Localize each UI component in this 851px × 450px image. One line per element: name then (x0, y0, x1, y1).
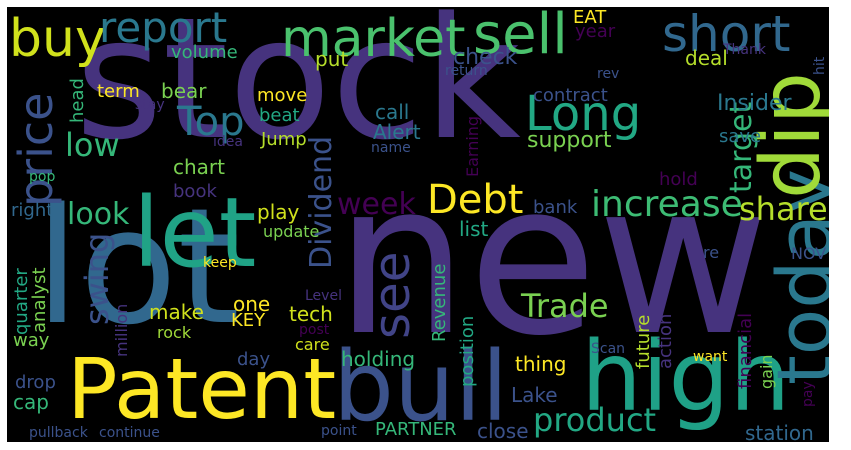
word-deal: deal (685, 46, 728, 70)
word-beat: beat (259, 105, 300, 126)
word-station: station (745, 421, 814, 442)
word-top: Top (177, 99, 245, 145)
word-volume: volume (171, 42, 238, 63)
word-move: move (257, 85, 308, 106)
word-idea: idea (213, 134, 243, 150)
word-bank: bank (533, 197, 578, 218)
word-short: short (662, 7, 791, 63)
word-analyst: analyst (29, 267, 50, 333)
word-see: see (363, 251, 421, 339)
word-save: save (719, 126, 762, 147)
word-financial: financial (735, 312, 756, 389)
word-cap: cap (13, 390, 49, 414)
word-insider: Insider (717, 91, 792, 116)
word-pay: pay (800, 381, 816, 407)
word-key: KEY (231, 310, 266, 331)
word-swing: swing (78, 232, 116, 325)
word-patent: Patent (67, 340, 337, 438)
word-close: close (477, 419, 529, 442)
word-long: Long (525, 86, 642, 142)
word-revenue: Revenue (429, 263, 450, 342)
word-hold: hold (659, 169, 698, 190)
word-increase: increase (591, 184, 743, 225)
word-head: head (67, 78, 88, 123)
word-bull: bull (333, 331, 509, 442)
word-share: share (739, 190, 828, 228)
word-eat: EAT (573, 7, 607, 28)
word-stock: stock (75, 7, 521, 177)
word-book: book (173, 181, 217, 202)
word-debt: Debt (427, 177, 524, 223)
word-stay: stay (135, 97, 165, 113)
word-scan: Scan (591, 341, 626, 357)
word-pullback: pullback (29, 425, 88, 441)
word-check: check (453, 45, 518, 70)
word-future: future (633, 314, 654, 369)
word-make: make (149, 300, 204, 324)
word-lake: Lake (511, 383, 558, 407)
word-week: week (337, 187, 416, 222)
word-lot: lot (35, 173, 241, 360)
word-partner: PARTNER (375, 419, 457, 440)
word-care: care (295, 335, 330, 354)
word-list: list (459, 217, 489, 241)
word-nov: NOV (791, 244, 827, 263)
word-contract: contract (533, 85, 608, 106)
word-cloud: stock new lot Patent high bull let today… (7, 7, 829, 442)
word-chart: chart (173, 155, 225, 179)
word-call: call (375, 100, 410, 124)
word-earning: Earning (463, 115, 482, 177)
word-thank: Thank (723, 42, 766, 58)
word-buy: buy (9, 9, 106, 69)
word-market: market (281, 9, 466, 69)
word-low: low (65, 126, 120, 164)
word-return: return (445, 63, 488, 79)
word-bear: bear (161, 79, 207, 103)
word-jump: Jump (261, 129, 307, 150)
word-re: re (703, 243, 720, 262)
word-dividend: Dividend (304, 135, 339, 269)
word-holding: holding (341, 347, 416, 371)
word-way: way (13, 330, 50, 351)
word-million: million (112, 303, 131, 357)
word-look: look (67, 197, 130, 232)
word-new: new (335, 137, 770, 382)
word-let: let (133, 177, 257, 289)
word-rock: rock (157, 323, 192, 342)
word-high: high (581, 321, 791, 433)
word-play: play (257, 200, 300, 224)
word-pop: pop (29, 169, 56, 185)
word-price: price (9, 92, 63, 207)
word-drop: drop (15, 372, 56, 393)
word-thing: thing (515, 352, 567, 376)
word-product: product (533, 401, 657, 439)
word-put: put (315, 47, 349, 71)
word-term: term (97, 81, 140, 102)
word-report: report (99, 7, 228, 52)
word-name: name (371, 140, 411, 156)
word-support: support (527, 128, 612, 153)
word-right: right (11, 200, 54, 221)
word-one: one (233, 292, 271, 316)
word-rev: rev (597, 66, 620, 82)
word-want: want (693, 349, 728, 365)
word-gain: gain (757, 354, 776, 389)
word-hit: hit (812, 56, 828, 75)
word-point: point (321, 423, 357, 439)
word-post: post (299, 322, 330, 338)
word-action: action (655, 313, 676, 369)
word-position: position (457, 315, 478, 387)
word-year: year (575, 21, 616, 42)
word-update: update (263, 222, 320, 241)
word-sell: sell (473, 7, 568, 67)
word-keep: keep (203, 255, 237, 271)
word-continue: continue (99, 425, 160, 441)
word-tech: tech (289, 302, 333, 326)
word-day: day (237, 349, 271, 370)
word-level: Level (305, 288, 342, 304)
word-alert: Alert (373, 120, 421, 144)
word-trade: Trade (521, 287, 609, 325)
